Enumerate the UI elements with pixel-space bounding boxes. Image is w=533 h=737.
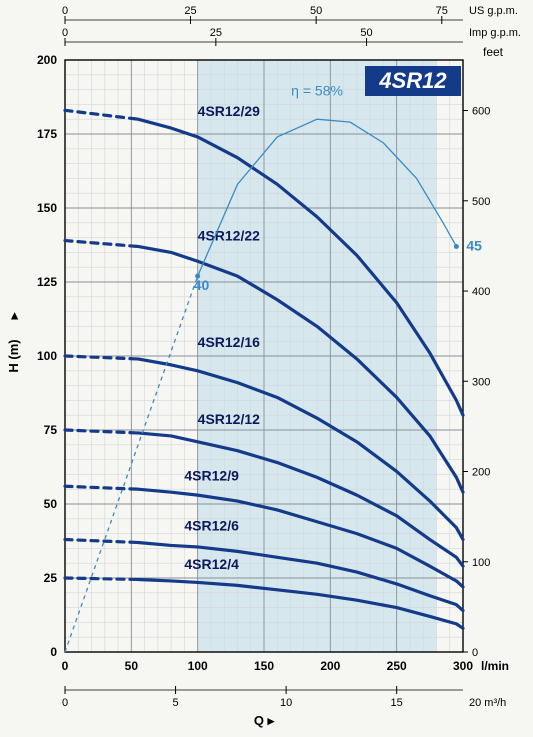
x-bottom-tick: 250 [387, 659, 407, 673]
y-right-title: feet [483, 45, 504, 59]
x-sec-tick: 5 [172, 697, 178, 709]
y-right-tick: 500 [472, 196, 490, 208]
y-left-tick: 200 [37, 53, 57, 67]
x-bottom-unit: l/min [481, 659, 509, 673]
y-left-title: H (m) [6, 339, 21, 372]
series-label-4SR12/29: 4SR12/29 [198, 103, 260, 119]
x-sec-tick: 0 [62, 697, 68, 709]
pump-curve-chart: 4SR12/29 4SR12/22 4SR12/16 4SR12/12 4SR12/9 4… [0, 0, 533, 737]
x-bottom-tick: 50 [125, 659, 139, 673]
q-axis-title: Q ▸ [254, 713, 276, 728]
x-top-us-tick: 50 [310, 5, 322, 17]
x-bottom-tick: 0 [62, 659, 69, 673]
x-top-us-unit: US g.p.m. [469, 5, 518, 17]
series-label-4SR12/6: 4SR12/6 [184, 518, 239, 534]
eff-marker-label: 40 [194, 277, 210, 293]
y-right-tick: 100 [472, 557, 490, 569]
x-bottom-tick: 300 [453, 659, 473, 673]
x-top-imp-tick: 25 [210, 27, 222, 39]
y-left-tick: 75 [44, 423, 58, 437]
y-right-tick: 200 [472, 467, 490, 479]
x-top-us-tick: 0 [62, 5, 68, 17]
y-left-tick: 50 [44, 497, 58, 511]
efficiency-label: η = 58% [291, 83, 343, 99]
series-label-4SR12/22: 4SR12/22 [198, 228, 260, 244]
series-label-4SR12/9: 4SR12/9 [184, 467, 239, 483]
x-top-us-tick: 75 [436, 5, 448, 17]
y-left-tick: 150 [37, 201, 57, 215]
x-top-us-tick: 25 [184, 5, 196, 17]
x-bottom-tick: 150 [254, 659, 274, 673]
y-left-tick: 175 [37, 127, 57, 141]
series-label-4SR12/12: 4SR12/12 [198, 411, 260, 427]
eff-marker [454, 244, 459, 249]
x-top-imp-unit: Imp g.p.m. [469, 27, 521, 39]
y-right-tick: 600 [472, 106, 490, 118]
y-left-tick: 125 [37, 275, 57, 289]
series-label-4SR12/4: 4SR12/4 [184, 556, 239, 572]
y-right-tick: 0 [472, 647, 478, 659]
x-top-imp-tick: 50 [360, 27, 372, 39]
x-bottom-tick: 200 [320, 659, 340, 673]
y-left-tick: 100 [37, 349, 57, 363]
series-label-4SR12/16: 4SR12/16 [198, 334, 260, 350]
y-left-tick: 0 [50, 645, 57, 659]
x-sec-unit: 20 m³/h [469, 697, 506, 709]
x-top-imp-tick: 0 [62, 27, 68, 39]
x-sec-tick: 15 [391, 697, 403, 709]
y-left-tick: 25 [44, 571, 58, 585]
y-right-tick: 300 [472, 376, 490, 388]
eff-marker-label: 45 [466, 237, 482, 253]
y-right-tick: 400 [472, 286, 490, 298]
x-bottom-tick: 100 [188, 659, 208, 673]
title-badge-text: 4SR12 [378, 68, 447, 93]
x-sec-tick: 10 [280, 697, 292, 709]
